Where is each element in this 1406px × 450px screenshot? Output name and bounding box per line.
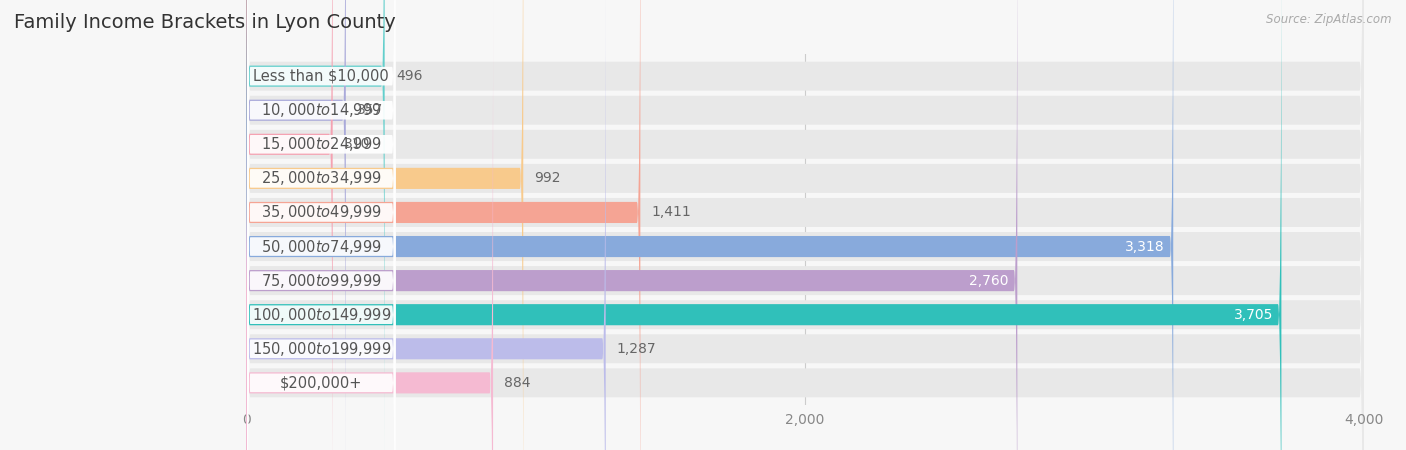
Text: $15,000 to $24,999: $15,000 to $24,999 bbox=[260, 135, 381, 153]
Text: $10,000 to $14,999: $10,000 to $14,999 bbox=[260, 101, 381, 119]
Text: $25,000 to $34,999: $25,000 to $34,999 bbox=[260, 169, 381, 187]
FancyBboxPatch shape bbox=[246, 0, 1364, 450]
Text: 3,318: 3,318 bbox=[1125, 239, 1164, 253]
Text: Less than $10,000: Less than $10,000 bbox=[253, 69, 389, 84]
FancyBboxPatch shape bbox=[246, 0, 606, 450]
Text: $35,000 to $49,999: $35,000 to $49,999 bbox=[260, 203, 381, 221]
Text: Family Income Brackets in Lyon County: Family Income Brackets in Lyon County bbox=[14, 14, 396, 32]
Text: 310: 310 bbox=[344, 137, 370, 151]
FancyBboxPatch shape bbox=[246, 0, 1364, 450]
FancyBboxPatch shape bbox=[246, 0, 1364, 450]
FancyBboxPatch shape bbox=[246, 0, 1364, 450]
FancyBboxPatch shape bbox=[247, 0, 395, 450]
FancyBboxPatch shape bbox=[246, 0, 1281, 450]
Text: Source: ZipAtlas.com: Source: ZipAtlas.com bbox=[1267, 14, 1392, 27]
FancyBboxPatch shape bbox=[246, 0, 1364, 450]
Text: 357: 357 bbox=[357, 103, 384, 117]
Text: 992: 992 bbox=[534, 171, 561, 185]
FancyBboxPatch shape bbox=[247, 0, 395, 450]
Text: $50,000 to $74,999: $50,000 to $74,999 bbox=[260, 238, 381, 256]
Text: 1,287: 1,287 bbox=[617, 342, 657, 356]
Text: $75,000 to $99,999: $75,000 to $99,999 bbox=[260, 272, 381, 290]
Text: 496: 496 bbox=[396, 69, 422, 83]
FancyBboxPatch shape bbox=[246, 0, 1018, 450]
FancyBboxPatch shape bbox=[247, 0, 395, 450]
FancyBboxPatch shape bbox=[246, 0, 346, 450]
FancyBboxPatch shape bbox=[247, 0, 395, 450]
FancyBboxPatch shape bbox=[246, 0, 1364, 450]
Text: 1,411: 1,411 bbox=[651, 206, 692, 220]
FancyBboxPatch shape bbox=[246, 0, 1173, 450]
FancyBboxPatch shape bbox=[246, 0, 333, 450]
FancyBboxPatch shape bbox=[246, 0, 1364, 450]
FancyBboxPatch shape bbox=[246, 0, 385, 450]
FancyBboxPatch shape bbox=[246, 0, 1364, 450]
FancyBboxPatch shape bbox=[246, 0, 640, 450]
Text: $100,000 to $149,999: $100,000 to $149,999 bbox=[252, 306, 391, 324]
Text: $200,000+: $200,000+ bbox=[280, 375, 363, 390]
FancyBboxPatch shape bbox=[247, 0, 395, 442]
FancyBboxPatch shape bbox=[246, 0, 494, 450]
FancyBboxPatch shape bbox=[246, 0, 1364, 450]
Text: 884: 884 bbox=[505, 376, 530, 390]
FancyBboxPatch shape bbox=[247, 0, 395, 450]
FancyBboxPatch shape bbox=[246, 0, 523, 450]
FancyBboxPatch shape bbox=[247, 17, 395, 450]
Text: 2,760: 2,760 bbox=[969, 274, 1010, 288]
Text: $150,000 to $199,999: $150,000 to $199,999 bbox=[252, 340, 391, 358]
FancyBboxPatch shape bbox=[247, 0, 395, 450]
Text: 3,705: 3,705 bbox=[1233, 308, 1272, 322]
FancyBboxPatch shape bbox=[246, 0, 1364, 450]
FancyBboxPatch shape bbox=[247, 0, 395, 450]
FancyBboxPatch shape bbox=[247, 0, 395, 450]
